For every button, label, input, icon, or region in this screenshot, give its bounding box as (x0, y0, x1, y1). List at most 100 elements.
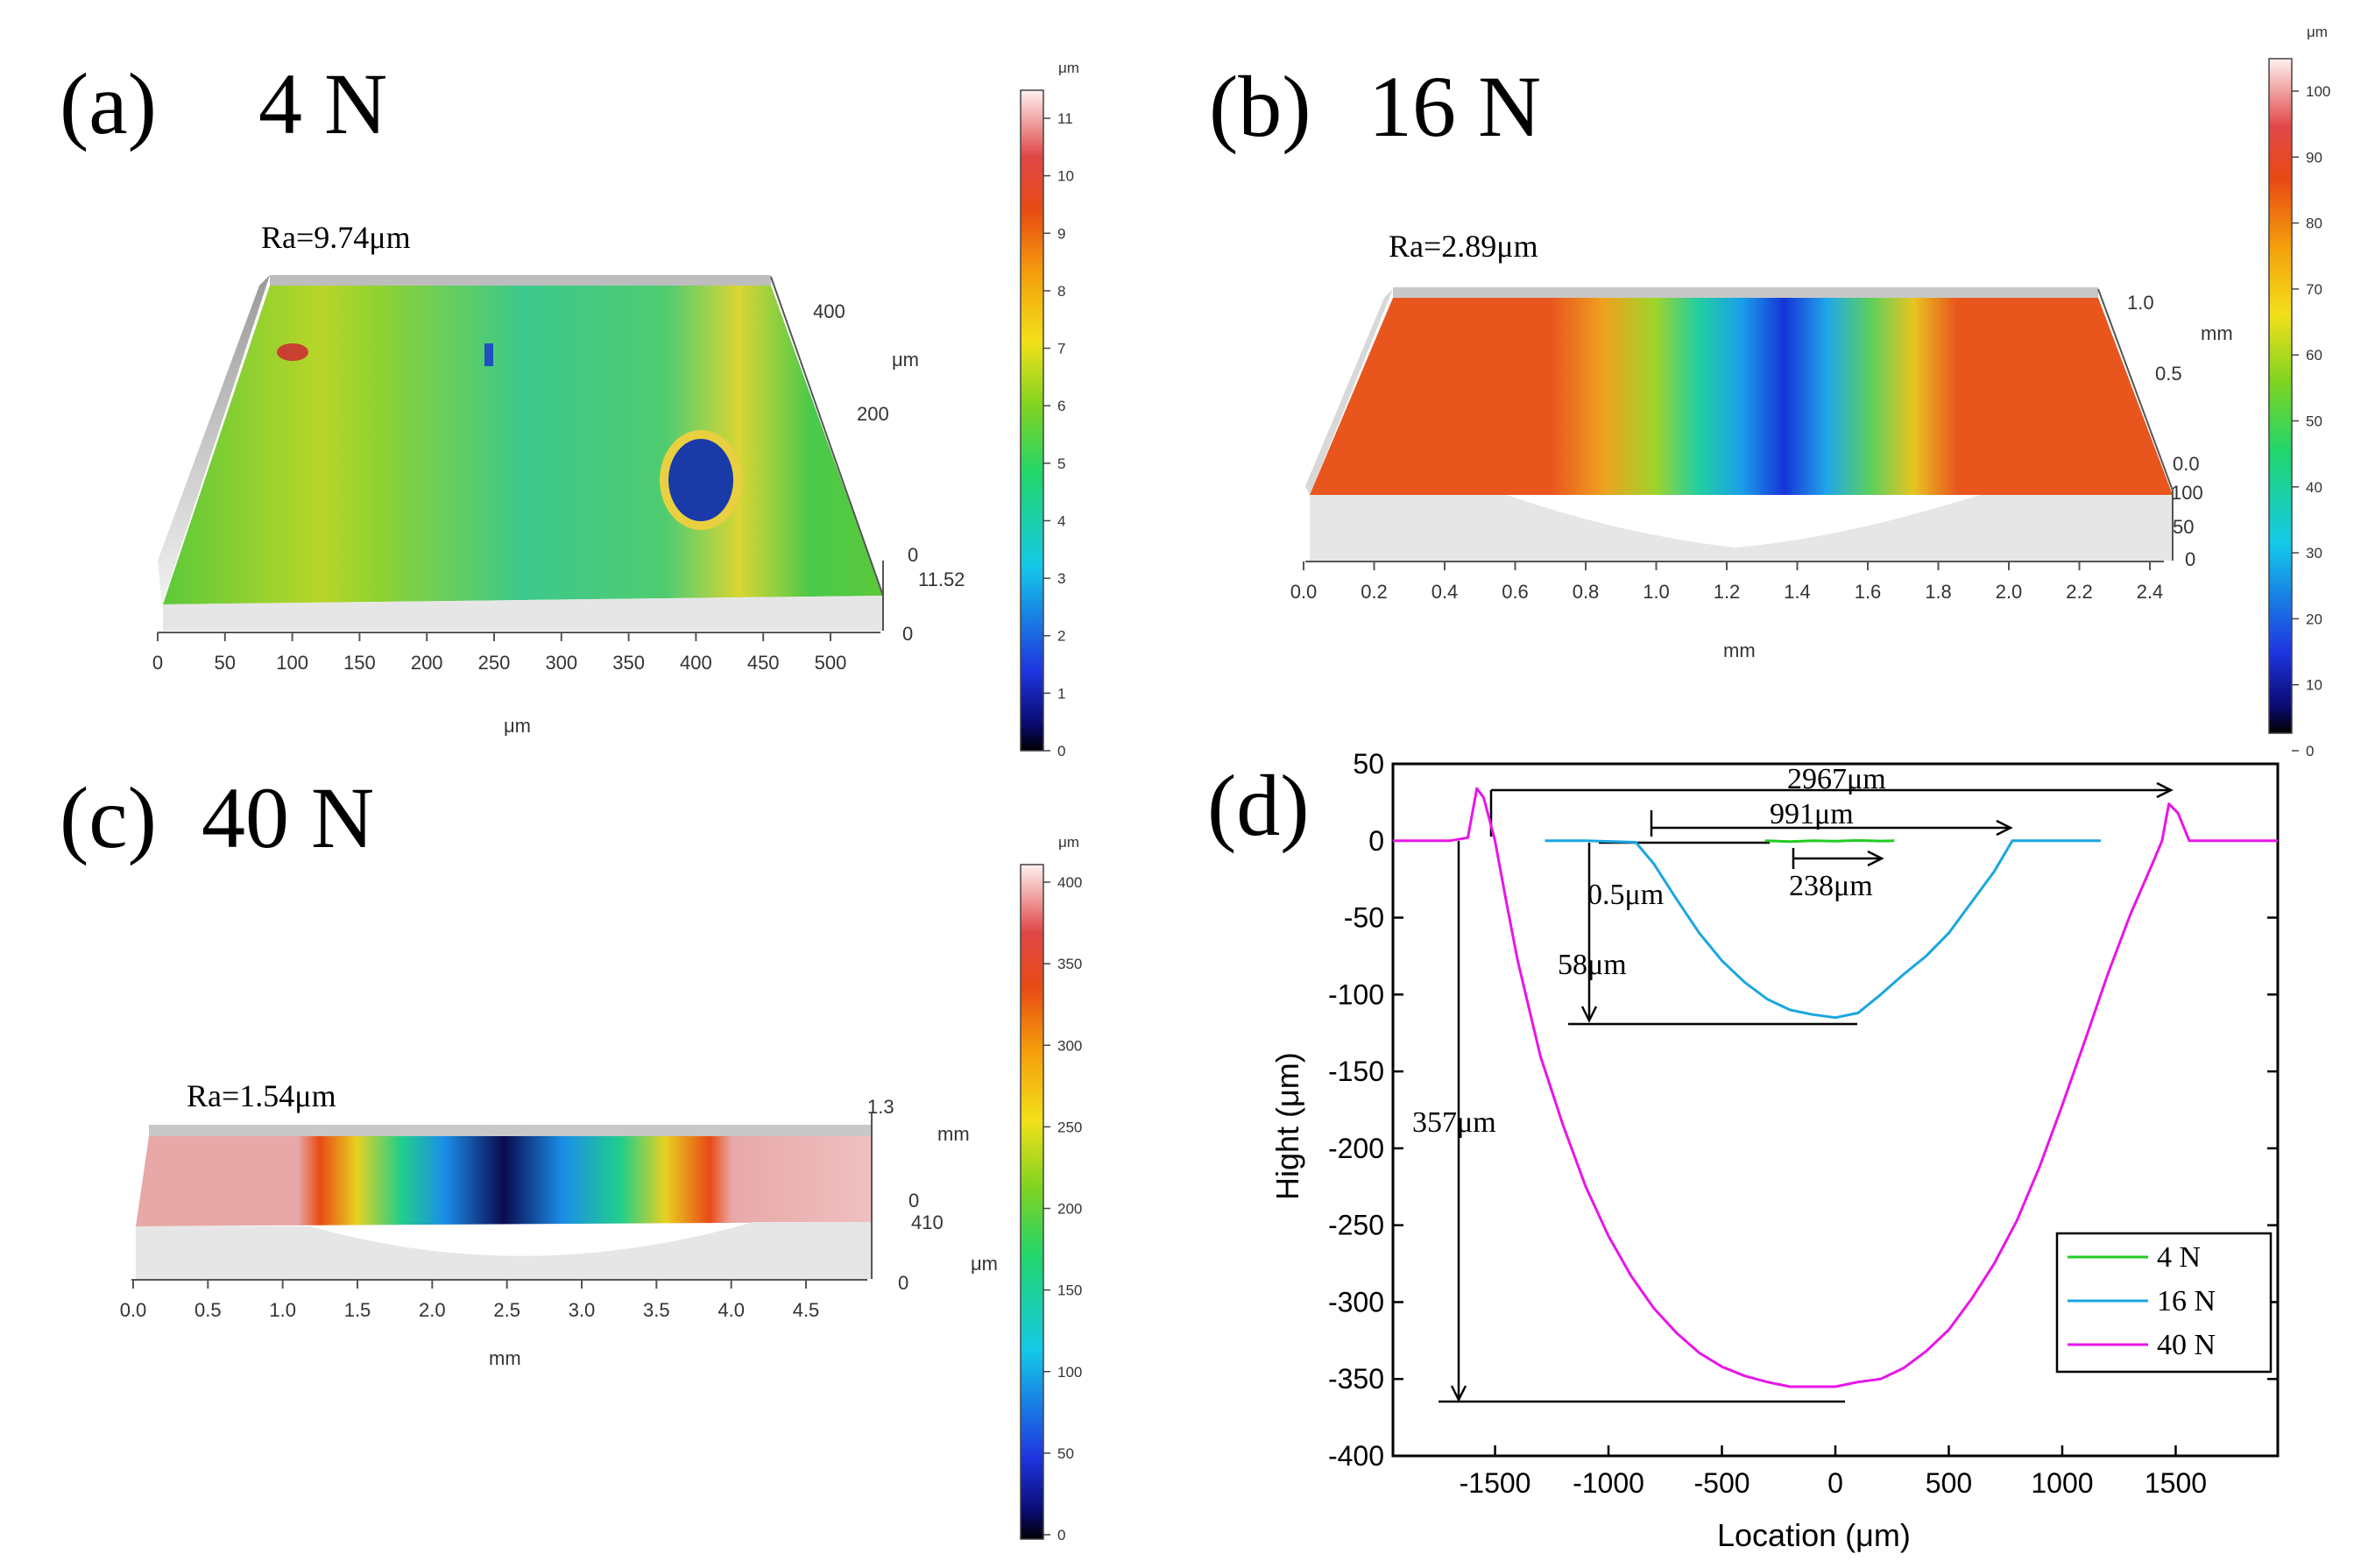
chart-y-tick-label: 50 (1353, 748, 1384, 780)
panel-c-surface (136, 1136, 872, 1226)
panel-b-x-tick-label: 0.8 (1573, 581, 1600, 603)
panel-b-left-wall (1305, 289, 1393, 495)
panel-b-x-tick-label: 2.2 (2066, 581, 2093, 603)
panel-a-y-tick-200: 200 (857, 403, 889, 425)
panel-c-y-tick-1: 1.3 (867, 1096, 894, 1118)
panel-c-colorbar-tick-label: 0 (1057, 1527, 1065, 1543)
panel-c-colorbar-ticks: 400 350 300 250 200 150 100 50 0 (1043, 874, 1082, 1543)
panel-c-x-tick-label: 1.5 (344, 1299, 371, 1321)
panel-c-back-wall (149, 1125, 872, 1136)
panel-a-spot (277, 343, 308, 361)
panel-b-x-tick-label: 1.4 (1784, 581, 1811, 603)
panel-b-colorbar-tick-label: 40 (2306, 479, 2322, 496)
panel-b-surface (1310, 298, 2173, 495)
panel-c: (c) 40 N Ra=1.54μm 0.0 0.5 1.0 1.5 2.0 2.5 3.0… (60, 769, 1082, 1543)
panel-b-colorbar-tick-label: 20 (2306, 611, 2322, 627)
panel-b-x-tick-label: 0.2 (1361, 581, 1388, 603)
panel-b-x-tick-label: 0.0 (1290, 581, 1318, 603)
panel-c-base (136, 1222, 872, 1279)
panel-a-x-tick-label: 400 (680, 652, 712, 674)
series-line-16N (1545, 839, 2101, 1020)
chart-y-tick-label: -250 (1328, 1210, 1384, 1241)
panel-b-colorbar-tick-label: 0 (2306, 743, 2314, 759)
panel-a-colorbar-tick-label: 5 (1057, 456, 1065, 472)
panel-b-colorbar-tick-label: 30 (2306, 545, 2322, 562)
panel-c-colorbar-tick-label: 150 (1057, 1282, 1082, 1299)
panel-c-z-tick-1: 410 (911, 1211, 944, 1233)
panel-a-colorbar-tick-label: 0 (1057, 743, 1065, 759)
panel-b: (b) 16 N Ra=2.89μm 0.0 0.2 0.4 0.6 0.8 1.0 1.2… (1209, 24, 2330, 759)
chart-y-tick-label: -400 (1328, 1440, 1384, 1472)
panel-a-x-tick-label: 200 (411, 652, 443, 674)
panel-b-z-tick-2: 50 (2173, 516, 2194, 538)
panel-b-x-tick-label: 0.4 (1431, 581, 1459, 603)
panel-a-pit (660, 430, 742, 530)
chart-x-tick-label: -1000 (1573, 1467, 1644, 1499)
panel-b-x-tick-label: 0.6 (1502, 581, 1529, 603)
chart-x-tick-label: 0 (1827, 1467, 1843, 1499)
annot-238: 238μm (1789, 870, 1873, 902)
panel-a-load: 4 N (258, 55, 387, 152)
panel-b-z-tick-3: 0 (2185, 548, 2195, 570)
panel-b-x-tick-label: 2.4 (2137, 581, 2164, 603)
panel-c-load: 40 N (201, 769, 374, 866)
panel-c-x-tick-label: 0.5 (194, 1299, 222, 1321)
panel-a-y-unit: μm (892, 349, 919, 371)
panel-b-base (1310, 495, 2173, 561)
panel-b-colorbar (2268, 58, 2293, 734)
legend-label-16N: 16 N (2157, 1285, 2216, 1317)
panel-b-load: 16 N (1368, 58, 1541, 155)
panel-c-x-tick-label: 2.0 (419, 1299, 446, 1321)
legend-label-40N: 40 N (2157, 1329, 2216, 1361)
panel-a-colorbar-tick-label: 11 (1057, 110, 1073, 127)
chart-y-tick-label: -100 (1328, 978, 1384, 1010)
chart-x-tick-label: -1500 (1460, 1467, 1531, 1499)
panel-c-y-unit: mm (937, 1123, 970, 1145)
panel-a-colorbar-unit: μm (1058, 60, 1079, 76)
panel-a: (a) 4 N Ra=9.74μm 0 50 100 150 200 250 300 350 4… (60, 55, 1079, 759)
panel-c-x-tick-label: 4.5 (793, 1299, 820, 1321)
panel-c-colorbar-unit: μm (1058, 834, 1079, 851)
panel-a-x-tick-label: 450 (747, 652, 780, 674)
panel-c-x-tick-label: 2.5 (493, 1299, 520, 1321)
panel-a-colorbar-tick-label: 1 (1057, 685, 1065, 702)
panel-c-x-tick-label: 3.0 (569, 1299, 596, 1321)
panel-a-colorbar (1020, 89, 1044, 752)
panel-b-x-tick-label: 1.0 (1643, 581, 1670, 603)
panel-c-colorbar-tick-label: 250 (1057, 1119, 1082, 1135)
panel-c-x-unit: mm (489, 1347, 521, 1369)
annot-58: 58μm (1558, 949, 1627, 981)
panel-a-x-unit: μm (504, 715, 531, 737)
panel-c-colorbar-tick-label: 350 (1057, 956, 1082, 972)
annot-991: 991μm (1770, 798, 1854, 830)
panel-b-x-unit: mm (1723, 639, 1756, 661)
panel-b-x-ticks: 0.0 0.2 0.4 0.6 0.8 1.0 1.2 1.4 1.6 1.8 2.0 2.2 2.4 (1290, 562, 2164, 603)
panel-b-colorbar-unit: μm (2307, 24, 2328, 40)
panel-a-colorbar-tick-label: 4 (1057, 512, 1065, 529)
chart-x-tick-label: 1000 (2031, 1467, 2093, 1499)
panel-a-base (163, 596, 883, 631)
panel-a-x-tick-label: 0 (152, 652, 163, 674)
panel-a-colorbar-tick-label: 8 (1057, 283, 1065, 300)
panel-c-z-tick-2: 0 (898, 1272, 908, 1294)
chart-y-tick-label: 0 (1368, 825, 1384, 857)
series-line-40N (1393, 787, 2278, 1388)
panel-c-x-ticks: 0.0 0.5 1.0 1.5 2.0 2.5 3.0 3.5 4.0 4.5 (120, 1280, 820, 1321)
panel-a-mark (484, 343, 493, 366)
panel-a-x-tick-label: 100 (276, 652, 308, 674)
panel-c-x-tick-label: 0.0 (120, 1299, 147, 1321)
panel-b-x-tick-label: 1.2 (1714, 581, 1741, 603)
panel-a-ra: Ra=9.74μm (261, 220, 411, 255)
panel-b-y-unit: mm (2201, 322, 2233, 344)
panel-a-label: (a) (60, 55, 157, 152)
panel-b-ra: Ra=2.89μm (1389, 229, 1538, 264)
panel-a-x-tick-label: 350 (612, 652, 645, 674)
panel-d: (d) 500-50-100-150-200-250-300-350-400 -… (1207, 748, 2280, 1553)
panel-a-colorbar-tick-label: 3 (1057, 570, 1065, 587)
panel-a-x-tick-label: 250 (478, 652, 511, 674)
panel-b-label: (b) (1209, 58, 1311, 155)
panel-c-z-unit: μm (971, 1253, 998, 1275)
panel-c-colorbar (1020, 864, 1044, 1540)
